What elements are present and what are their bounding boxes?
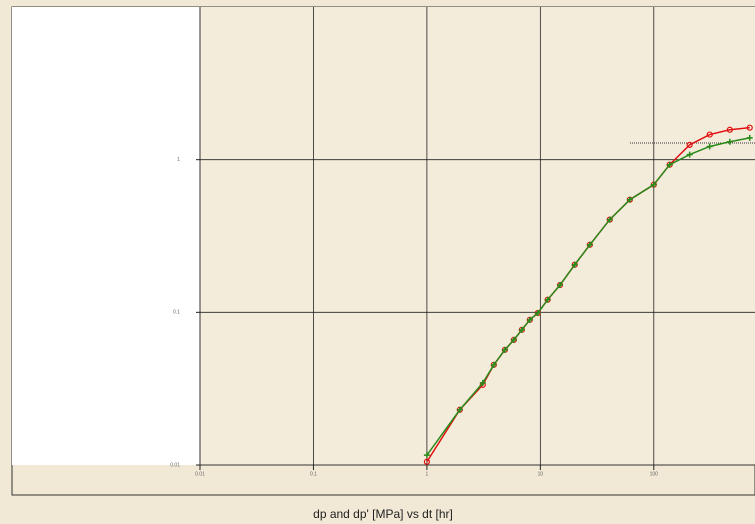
chart: dp and dp' [MPa] vs dt [hr] 0.010.111010… <box>0 0 755 524</box>
x-tick-label: 1 <box>426 471 429 477</box>
y-tick-label: 0.01 <box>170 462 180 468</box>
y-tick-label: 0.1 <box>173 310 180 316</box>
plot-area <box>200 7 755 465</box>
x-tick-label: 10 <box>538 471 544 477</box>
x-tick-label: 0.01 <box>195 471 205 477</box>
page: {"chart_data": {"type": "scatter", "titl… <box>0 0 755 524</box>
x-tick-label: 0.1 <box>310 471 317 477</box>
x-tick-label: 100 <box>650 471 659 477</box>
side-panel <box>12 7 200 465</box>
chart-title: dp and dp' [MPa] vs dt [hr] <box>313 507 453 521</box>
y-tick-label: 1 <box>177 157 180 163</box>
